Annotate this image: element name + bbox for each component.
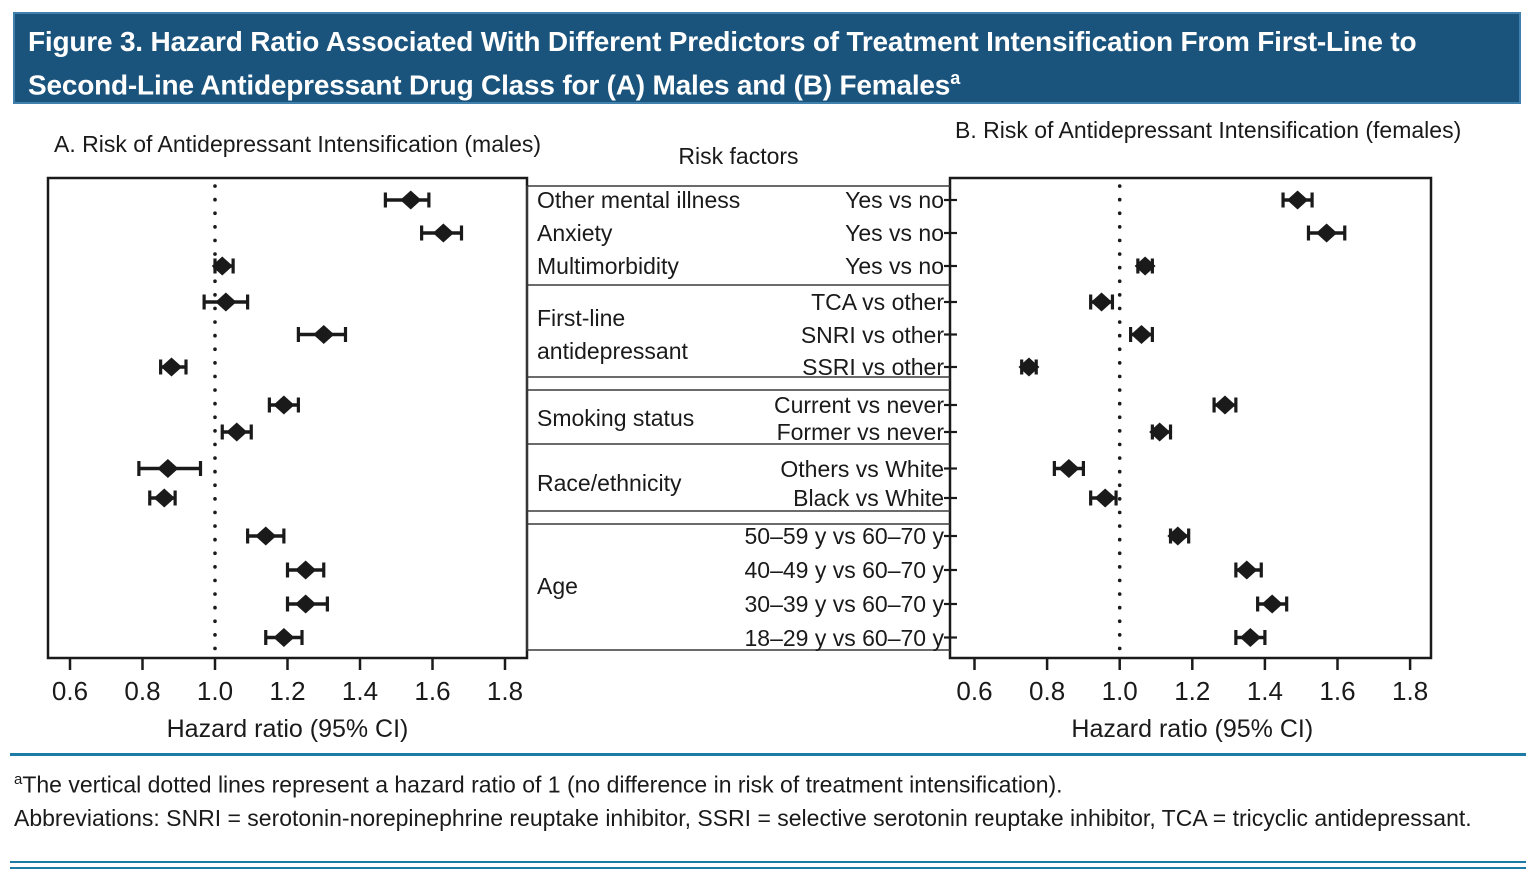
figure-bottom-rule: [10, 861, 1526, 869]
panel-a-title: A. Risk of Antidepressant Intensificatio…: [54, 131, 542, 157]
hr-diamond: [400, 190, 422, 210]
hr-diamond: [313, 325, 335, 344]
x-axis-title: Hazard ratio (95% CI): [1071, 715, 1313, 743]
hr-diamond: [153, 488, 175, 508]
x-axis-title: Hazard ratio (95% CI): [167, 715, 409, 743]
footnote-note: aThe vertical dotted lines represent a h…: [14, 771, 1063, 798]
x-tick-label: 1.8: [1392, 676, 1428, 706]
comparison-label: Current vs never: [773, 392, 944, 418]
x-tick-label: 1.6: [1319, 676, 1355, 706]
panel-b-title: B. Risk of Antidepressant Intensificatio…: [955, 117, 1462, 143]
hr-diamond: [432, 223, 454, 243]
comparison-label: Yes vs no: [845, 220, 944, 246]
hr-diamond: [215, 292, 237, 312]
footnote-abbreviations: Abbreviations: SNRI = serotonin-norepine…: [14, 805, 1472, 832]
hr-diamond: [157, 459, 179, 478]
x-tick-label: 0.8: [124, 676, 160, 706]
risk-factor-label: Race/ethnicity: [537, 469, 682, 496]
comparison-label: Black vs White: [793, 485, 944, 511]
hr-diamond: [295, 594, 317, 614]
x-tick-label: 1.0: [1102, 676, 1138, 706]
hr-diamond: [1316, 223, 1338, 243]
hr-diamond: [1239, 628, 1261, 647]
comparison-label: Yes vs no: [845, 253, 944, 279]
figure-title: Figure 3. Hazard Ratio Associated With D…: [28, 26, 1417, 101]
hr-diamond: [226, 422, 248, 442]
footnote: aThe vertical dotted lines represent a h…: [14, 763, 1520, 836]
x-tick-label: 1.2: [1174, 676, 1210, 706]
comparison-label: 50–59 y vs 60–70 y: [744, 523, 944, 549]
x-tick-label: 1.6: [414, 676, 450, 706]
comparison-label: SNRI vs other: [800, 321, 944, 348]
hr-diamond: [211, 256, 233, 276]
x-tick-label: 1.4: [1247, 676, 1283, 706]
hr-diamond: [161, 357, 182, 377]
hr-diamond: [1167, 526, 1189, 546]
comparison-label: Former vs never: [776, 419, 944, 445]
plot-frame: [948, 176, 1433, 660]
risk-factor-label: First-line antidepressant: [537, 304, 688, 364]
x-tick-label: 1.0: [197, 676, 233, 706]
comparison-label: 18–29 y vs 60–70 y: [744, 624, 944, 651]
risk-factors-header: Risk factors: [678, 143, 799, 169]
hr-diamond: [1130, 325, 1152, 344]
x-tick-label: 1.2: [269, 676, 305, 706]
hr-diamond: [1091, 292, 1113, 312]
figure-title-bar: Figure 3. Hazard Ratio Associated With D…: [13, 12, 1521, 104]
hr-diamond: [255, 526, 277, 546]
comparison-label: Others vs White: [780, 455, 944, 482]
plot-frame: [46, 176, 529, 660]
hr-diamond: [295, 560, 317, 580]
comparison-label: Yes vs no: [845, 187, 944, 213]
comparison-label: 30–39 y vs 60–70 y: [744, 591, 944, 617]
comparison-label: 40–49 y vs 60–70 y: [744, 557, 944, 583]
risk-factor-label: Other mental illness: [537, 186, 741, 213]
hr-diamond: [1261, 594, 1283, 614]
hr-diamond: [1058, 459, 1080, 478]
comparison-label: TCA vs other: [811, 289, 944, 315]
x-tick-label: 1.8: [487, 676, 523, 706]
footnote-top-rule: [10, 753, 1526, 756]
figure-title-footnote-marker: a: [950, 68, 960, 88]
hr-diamond: [273, 628, 295, 647]
hr-diamond: [273, 395, 295, 415]
x-tick-label: 0.8: [1029, 676, 1065, 706]
x-tick-label: 1.4: [342, 676, 378, 706]
hr-diamond: [1094, 488, 1116, 508]
risk-factor-label: Multimorbidity: [537, 252, 679, 279]
hr-diamond: [1018, 357, 1040, 377]
risk-factor-label: Age: [537, 573, 578, 600]
hr-diamond: [1287, 190, 1309, 210]
x-tick-label: 0.6: [956, 676, 992, 706]
hr-diamond: [1134, 256, 1156, 276]
footnote-marker: a: [14, 771, 23, 788]
x-tick-label: 0.6: [52, 676, 88, 706]
hr-diamond: [1236, 560, 1258, 580]
risk-factor-label: Smoking status: [537, 405, 695, 431]
risk-factor-label: Anxiety: [537, 219, 613, 246]
hr-diamond: [1214, 395, 1236, 415]
hr-diamond: [1149, 422, 1171, 442]
comparison-label: SSRI vs other: [802, 354, 944, 380]
